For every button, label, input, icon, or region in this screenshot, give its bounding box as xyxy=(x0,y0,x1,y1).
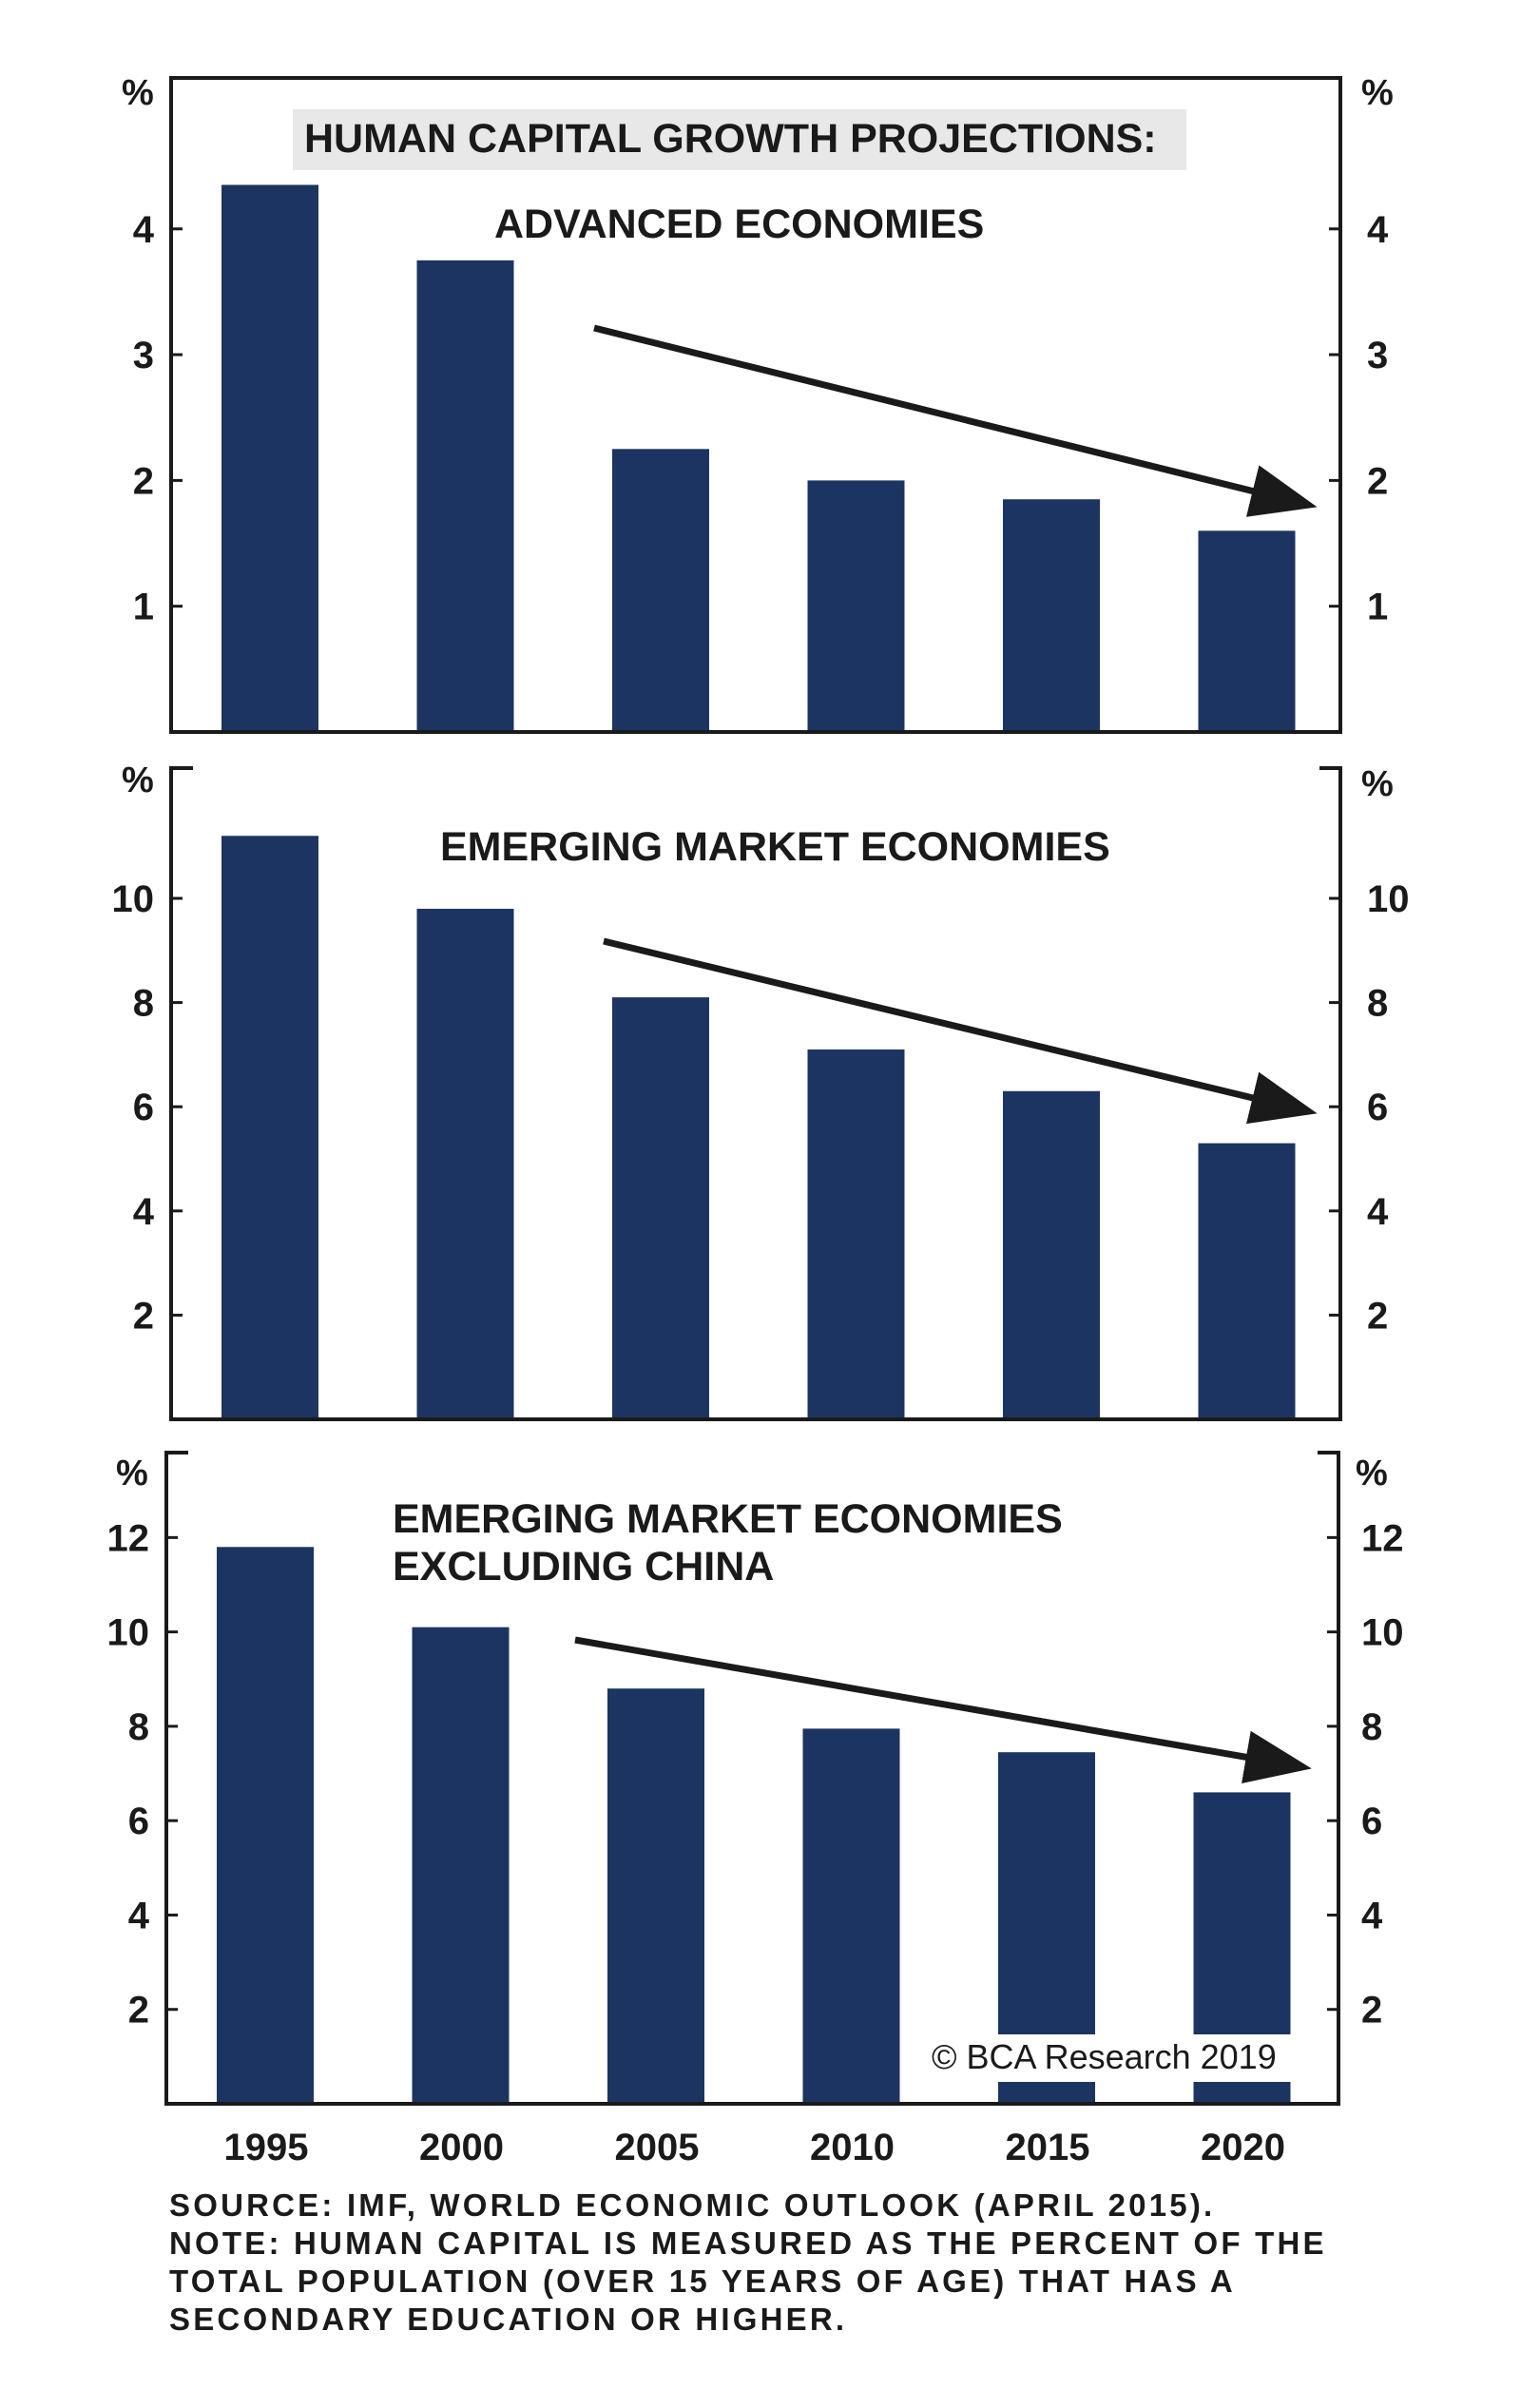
panel-2-frame xyxy=(169,766,1342,1421)
y-tick-label-right: 4 xyxy=(1367,1191,1389,1233)
bar-2015 xyxy=(1003,1090,1100,1419)
x-tick-label: 2020 xyxy=(1201,2127,1285,2168)
y-tick-label-left: 6 xyxy=(133,1087,154,1128)
x-tick-label: 2000 xyxy=(419,2127,504,2168)
y-tick-label-right: 2 xyxy=(1367,460,1388,502)
bar-2010 xyxy=(807,1049,905,1419)
bar-2020 xyxy=(1198,530,1296,732)
y-tick-label-left: 1 xyxy=(133,587,154,628)
bar-1995 xyxy=(221,836,318,1419)
y-tick-label-left: 4 xyxy=(133,1191,155,1233)
y-tick-label-right: 6 xyxy=(1367,1087,1388,1128)
copyright-backdrop xyxy=(927,2034,1302,2082)
x-tick-label: 2015 xyxy=(1006,2127,1090,2168)
y-tick-label-left: 4 xyxy=(128,1895,150,1936)
y-tick-label-left: 2 xyxy=(133,460,154,502)
y-tick-label-left: 8 xyxy=(133,983,154,1025)
panel-3-right-unit: % xyxy=(1356,1454,1388,1493)
y-tick-label-right: 8 xyxy=(1367,983,1388,1025)
bar-1995 xyxy=(221,184,318,732)
bar-2010 xyxy=(802,1728,900,2104)
y-tick-label-left: 12 xyxy=(107,1517,150,1559)
panel-1-title: HUMAN CAPITAL GROWTH PROJECTIONS: xyxy=(304,116,1157,162)
y-tick-label-right: 10 xyxy=(1361,1612,1404,1654)
bar-1995 xyxy=(217,1547,314,2104)
panel-emerging-market-economies: EMERGING MARKET ECONOMIES % % 2 2 4 4 6 6 8 8 10… xyxy=(112,761,1410,1421)
y-tick-label-left: 3 xyxy=(133,335,154,376)
bar-2005 xyxy=(612,449,709,732)
panel-2-left-unit: % xyxy=(122,761,154,800)
panel-3-subtitle: EXCLUDING CHINA xyxy=(393,1544,774,1589)
x-tick-label: 2010 xyxy=(810,2127,895,2168)
bar-2005 xyxy=(607,1688,704,2104)
y-tick-label-right: 12 xyxy=(1361,1517,1404,1559)
bar-2000 xyxy=(412,1627,510,2104)
panel-2-title: EMERGING MARKET ECONOMIES xyxy=(440,824,1110,870)
footnote-note-line-1: NOTE: HUMAN CAPITAL IS MEASURED AS THE P… xyxy=(169,2225,1327,2261)
bar-2005 xyxy=(612,997,709,1419)
x-tick-label: 2005 xyxy=(615,2127,700,2168)
panel-3-left-unit: % xyxy=(116,1454,148,1493)
y-tick-label-right: 10 xyxy=(1367,878,1410,920)
y-tick-label-right: 8 xyxy=(1361,1706,1382,1748)
y-tick-label-left: 4 xyxy=(133,209,155,251)
panel-emerging-market-ex-china: EMERGING MARKET ECONOMIES EXCLUDING CHIN… xyxy=(107,1451,1404,2106)
y-tick-label-left: 10 xyxy=(112,878,155,920)
footnote-note-line-2: TOTAL POPULATION (OVER 15 YEARS OF AGE) … xyxy=(169,2264,1236,2299)
y-tick-label-left: 6 xyxy=(128,1801,149,1842)
bar-2000 xyxy=(416,908,514,1419)
y-tick-label-right: 1 xyxy=(1367,587,1388,628)
y-tick-label-right: 4 xyxy=(1367,209,1389,251)
y-tick-label-right: 4 xyxy=(1361,1895,1383,1936)
y-tick-label-right: 2 xyxy=(1361,1990,1382,2032)
panel-2-right-unit: % xyxy=(1361,764,1394,804)
panel-1-left-unit: % xyxy=(122,73,154,113)
y-tick-label-right: 3 xyxy=(1367,335,1388,376)
panel-3-trend-arrow xyxy=(574,1636,1312,1783)
y-tick-label-left: 10 xyxy=(107,1612,150,1654)
panel-advanced-economies: HUMAN CAPITAL GROWTH PROJECTIONS: ADVANC… xyxy=(122,73,1394,734)
footnote-source: SOURCE: IMF, WORLD ECONOMIC OUTLOOK (APR… xyxy=(169,2187,1216,2223)
bar-2020 xyxy=(1198,1143,1296,1419)
y-tick-label-right: 2 xyxy=(1367,1295,1388,1337)
panel-1-frame xyxy=(169,76,1342,734)
y-tick-label-left: 2 xyxy=(128,1990,149,2032)
copyright-text: © BCA Research 2019 xyxy=(932,2037,1277,2076)
footnote-note-line-3: SECONDARY EDUCATION OR HIGHER. xyxy=(169,2302,848,2337)
x-tick-label: 1995 xyxy=(224,2127,309,2168)
panel-3-frame xyxy=(164,1451,1340,2106)
panel-1-right-unit: % xyxy=(1361,73,1394,113)
panel-3-title: EMERGING MARKET ECONOMIES xyxy=(393,1496,1063,1542)
y-tick-label-right: 6 xyxy=(1361,1801,1382,1842)
x-axis-labels: 1995 2000 2005 2010 2015 2020 xyxy=(224,2127,1285,2168)
bar-2010 xyxy=(807,480,905,732)
bar-2015 xyxy=(1003,499,1100,732)
panel-1-subtitle: ADVANCED ECONOMIES xyxy=(494,202,984,247)
panel-2-trend-arrow xyxy=(603,937,1318,1125)
y-tick-label-left: 2 xyxy=(133,1295,154,1337)
bar-2000 xyxy=(416,260,514,732)
y-tick-label-left: 8 xyxy=(128,1706,149,1748)
panel-1-trend-arrow xyxy=(593,324,1318,517)
panel-1-title-box xyxy=(293,109,1186,170)
